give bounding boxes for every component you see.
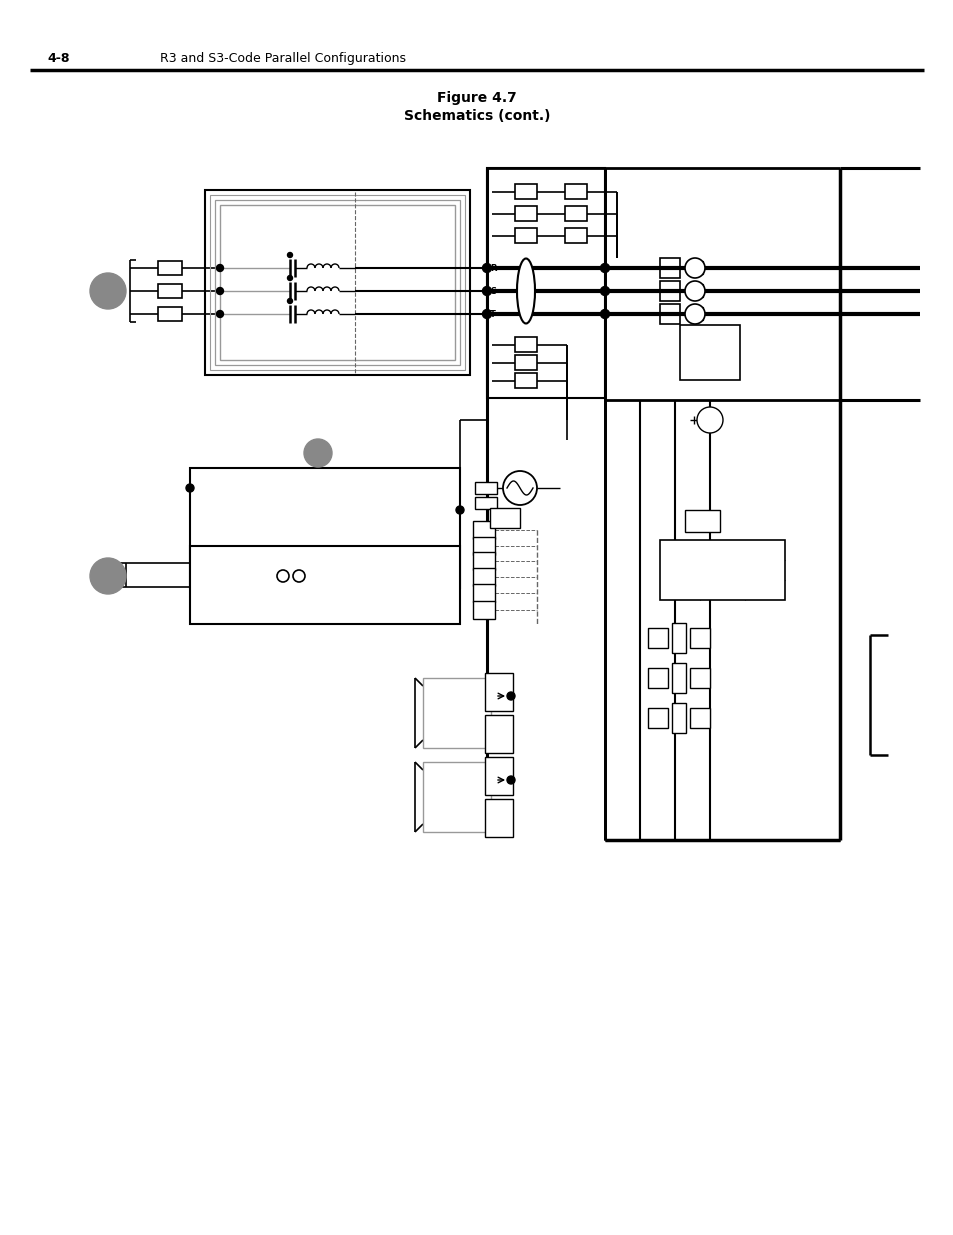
Circle shape bbox=[456, 506, 463, 514]
Bar bbox=[220, 205, 455, 359]
Circle shape bbox=[599, 287, 609, 295]
Bar bbox=[684, 510, 720, 532]
Bar bbox=[484, 799, 513, 837]
Circle shape bbox=[697, 408, 722, 433]
Bar bbox=[564, 184, 586, 199]
Text: R3 and S3-Code Parallel Configurations: R3 and S3-Code Parallel Configurations bbox=[160, 52, 406, 64]
Bar bbox=[647, 668, 667, 688]
Bar bbox=[659, 540, 784, 600]
Bar bbox=[515, 206, 537, 221]
Text: R: R bbox=[490, 263, 496, 273]
Bar bbox=[679, 325, 740, 380]
Circle shape bbox=[482, 263, 491, 273]
Bar bbox=[475, 482, 497, 494]
Circle shape bbox=[502, 471, 537, 505]
Circle shape bbox=[293, 571, 305, 582]
Circle shape bbox=[304, 438, 332, 467]
Bar bbox=[422, 762, 491, 832]
Bar bbox=[647, 629, 667, 648]
Bar bbox=[564, 206, 586, 221]
Bar bbox=[515, 337, 537, 352]
Text: 4-8: 4-8 bbox=[47, 52, 70, 64]
Bar bbox=[473, 552, 495, 571]
Circle shape bbox=[276, 571, 289, 582]
Circle shape bbox=[684, 282, 704, 301]
Bar bbox=[647, 708, 667, 727]
Bar bbox=[158, 308, 182, 321]
Bar bbox=[484, 757, 513, 795]
Bar bbox=[515, 184, 537, 199]
Bar bbox=[689, 629, 709, 648]
Bar bbox=[564, 228, 586, 243]
Bar bbox=[671, 663, 685, 693]
Bar bbox=[473, 521, 495, 538]
Circle shape bbox=[90, 273, 126, 309]
Bar bbox=[689, 668, 709, 688]
Circle shape bbox=[482, 287, 491, 295]
Circle shape bbox=[216, 288, 223, 294]
Bar bbox=[515, 228, 537, 243]
Bar bbox=[686, 284, 702, 296]
Bar bbox=[671, 622, 685, 653]
Circle shape bbox=[599, 310, 609, 319]
Bar bbox=[473, 601, 495, 619]
Bar bbox=[659, 282, 679, 301]
Circle shape bbox=[186, 484, 193, 492]
Circle shape bbox=[287, 299, 293, 304]
Bar bbox=[190, 546, 459, 624]
Circle shape bbox=[482, 310, 491, 319]
Bar bbox=[659, 258, 679, 278]
Bar bbox=[214, 200, 459, 366]
Circle shape bbox=[287, 275, 293, 280]
Bar bbox=[686, 261, 702, 274]
Bar bbox=[689, 708, 709, 727]
Bar bbox=[473, 568, 495, 585]
Bar bbox=[515, 354, 537, 370]
Circle shape bbox=[599, 263, 609, 273]
Bar bbox=[486, 168, 604, 398]
Bar bbox=[158, 261, 182, 275]
Bar bbox=[659, 304, 679, 324]
Text: Schematics (cont.): Schematics (cont.) bbox=[403, 109, 550, 124]
Bar bbox=[422, 678, 491, 748]
Text: Figure 4.7: Figure 4.7 bbox=[436, 91, 517, 105]
Bar bbox=[190, 468, 459, 588]
Bar bbox=[490, 508, 519, 529]
Bar bbox=[484, 715, 513, 753]
Text: S: S bbox=[490, 287, 496, 295]
Bar bbox=[515, 373, 537, 388]
Circle shape bbox=[216, 310, 223, 317]
Text: T: T bbox=[490, 310, 496, 319]
Circle shape bbox=[216, 264, 223, 272]
Ellipse shape bbox=[517, 258, 535, 324]
Bar bbox=[484, 673, 513, 711]
Circle shape bbox=[287, 252, 293, 258]
Bar bbox=[475, 496, 497, 509]
Bar bbox=[671, 703, 685, 734]
Bar bbox=[210, 195, 464, 370]
Circle shape bbox=[90, 558, 126, 594]
Bar bbox=[205, 190, 470, 375]
Bar bbox=[473, 537, 495, 555]
Circle shape bbox=[684, 304, 704, 324]
Bar bbox=[158, 284, 182, 298]
Circle shape bbox=[506, 776, 515, 784]
Bar bbox=[686, 308, 702, 320]
Circle shape bbox=[684, 258, 704, 278]
Circle shape bbox=[506, 692, 515, 700]
Bar bbox=[473, 584, 495, 601]
